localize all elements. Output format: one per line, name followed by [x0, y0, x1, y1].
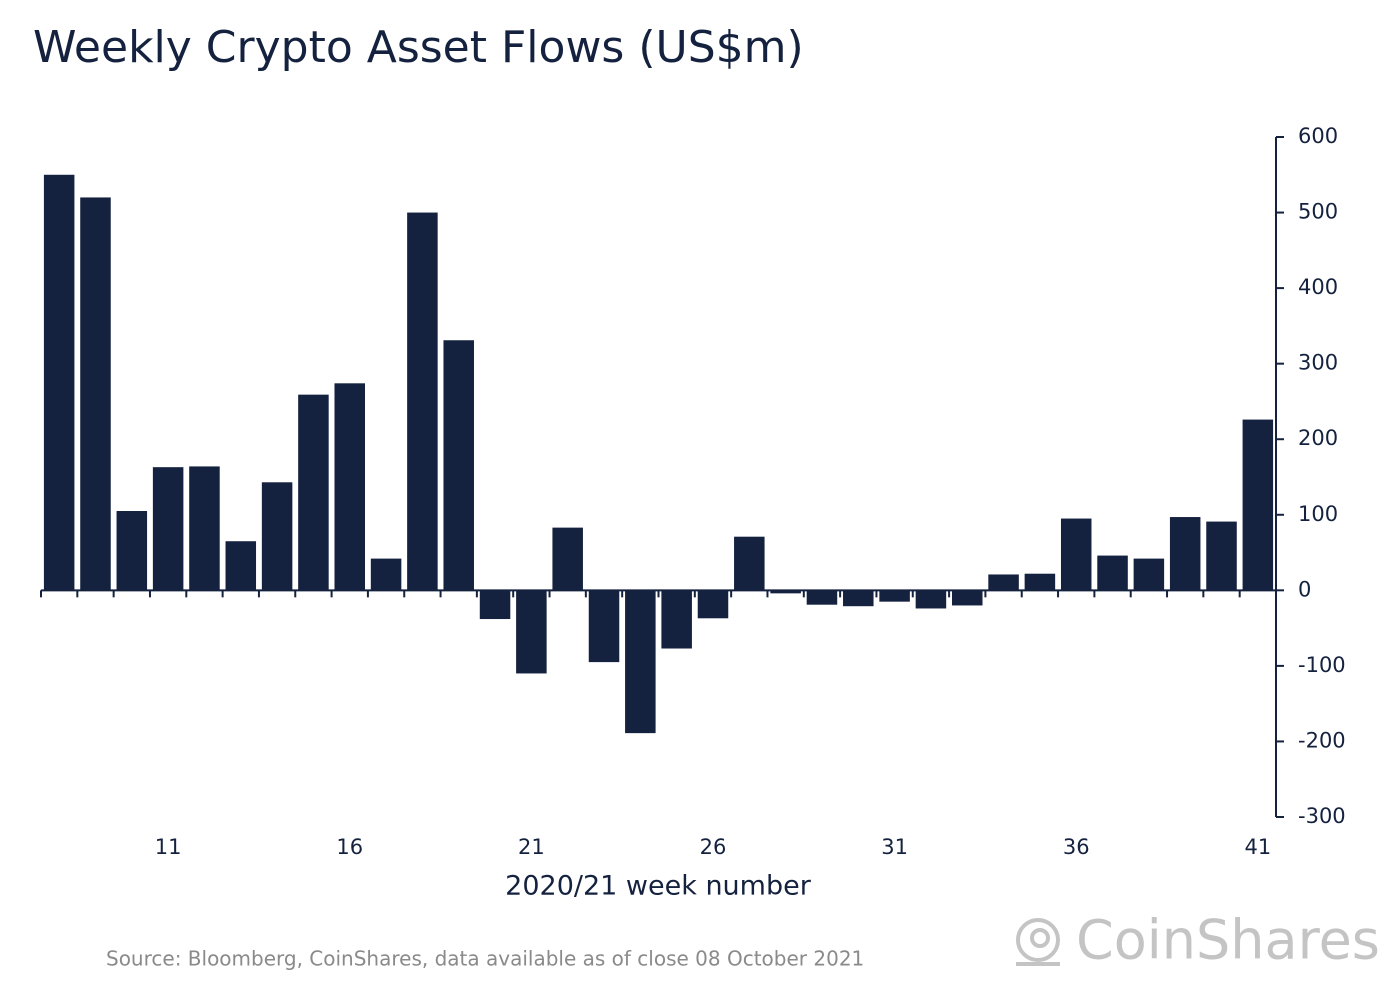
x-tick-label: 16 — [336, 835, 363, 859]
bar — [479, 590, 511, 620]
bar — [734, 536, 765, 591]
bar — [1097, 555, 1128, 591]
bar — [843, 590, 874, 607]
bar — [370, 558, 402, 591]
bar — [552, 527, 583, 591]
bar — [43, 174, 75, 591]
bar — [951, 590, 983, 606]
bar — [1206, 521, 1237, 591]
y-tick-label: 300 — [1298, 351, 1338, 375]
y-tick-label: 200 — [1298, 426, 1338, 450]
bar — [588, 590, 620, 663]
y-tick-label: -200 — [1298, 728, 1346, 752]
x-tick-label: 41 — [1244, 835, 1271, 859]
x-tick-label: 11 — [155, 835, 182, 859]
y-tick-label: 600 — [1298, 124, 1338, 148]
bar — [1024, 573, 1056, 591]
x-tick-label: 21 — [518, 835, 545, 859]
bar — [1133, 558, 1165, 591]
chart-title: Weekly Crypto Asset Flows (US$m) — [33, 22, 804, 73]
bar — [770, 590, 801, 594]
bar — [225, 541, 257, 591]
x-tick-label: 36 — [1063, 835, 1090, 859]
bar — [407, 212, 438, 591]
bar — [298, 394, 329, 591]
bar — [516, 590, 547, 674]
bar — [806, 590, 838, 605]
y-tick-label: 500 — [1298, 200, 1338, 224]
bar — [1060, 518, 1092, 591]
logo-icon — [1016, 918, 1060, 966]
bar — [879, 590, 910, 602]
y-tick-label: 100 — [1298, 502, 1338, 526]
bar — [1242, 419, 1274, 591]
bar — [915, 590, 947, 609]
x-tick-label: 26 — [700, 835, 727, 859]
x-axis-label: 2020/21 week number — [505, 871, 812, 902]
y-tick-label: -300 — [1298, 804, 1346, 828]
y-tick-label: 0 — [1298, 577, 1311, 601]
bar — [625, 590, 656, 734]
bar — [334, 383, 366, 591]
x-tick-label: 31 — [881, 835, 908, 859]
source-note: Source: Bloomberg, CoinShares, data avai… — [106, 947, 864, 971]
y-tick-label: -100 — [1298, 653, 1346, 677]
y-tick-label: 400 — [1298, 275, 1338, 299]
bar — [697, 590, 729, 619]
bar — [152, 467, 184, 591]
bar — [661, 590, 692, 649]
bar — [988, 574, 1019, 591]
bar — [80, 197, 111, 591]
bar — [116, 511, 148, 591]
bar — [1169, 517, 1201, 591]
bar — [443, 340, 474, 591]
bar — [189, 466, 220, 591]
bar — [261, 482, 293, 591]
logo-text: CoinShares — [1076, 909, 1380, 972]
